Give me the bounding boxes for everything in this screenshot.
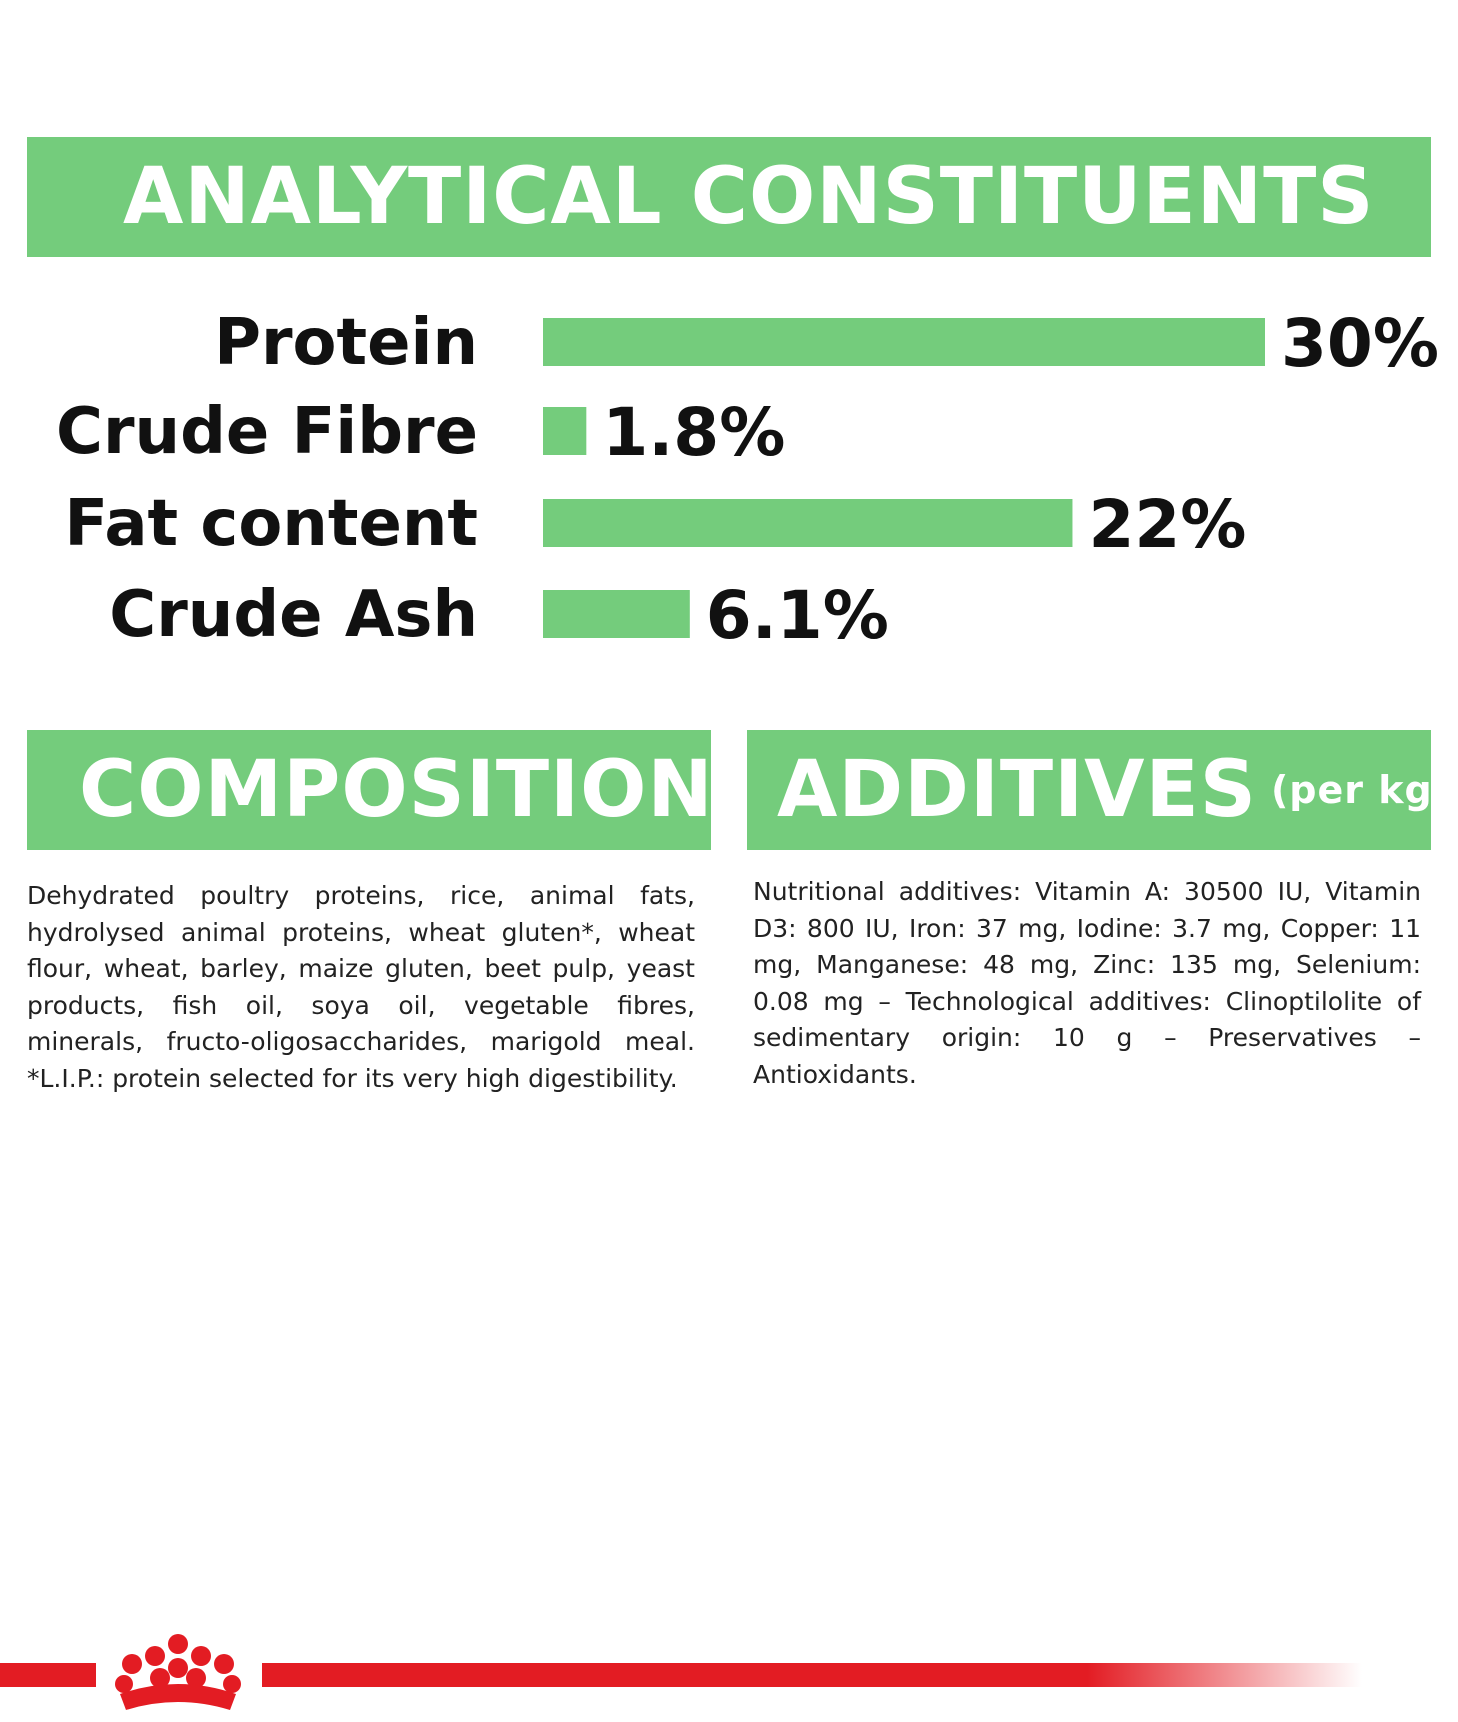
- value-label: 1.8%: [602, 394, 785, 471]
- value-label: 22%: [1088, 486, 1246, 563]
- additives-text: Nutritional additives: Vitamin A: 30500 …: [753, 877, 1421, 1089]
- category-label: Crude Fibre: [56, 395, 478, 469]
- bar: [543, 499, 1073, 547]
- value-label: 30%: [1281, 305, 1439, 382]
- analytical-constituents-title: ANALYTICAL CONSTITUENTS: [123, 152, 1375, 242]
- constituents-bar-chart: Protein 30% Crude Fibre 1.8% Fat content 22% C…: [56, 305, 1439, 654]
- additives-title: ADDITIVES: [777, 745, 1257, 835]
- category-label: Protein: [214, 306, 478, 380]
- footer-red-line-left: [0, 1663, 96, 1687]
- bar: [543, 590, 690, 638]
- composition-banner: COMPOSITION: [27, 730, 714, 850]
- analytical-constituents-banner: ANALYTICAL CONSTITUENTS: [27, 137, 1431, 257]
- category-label: Crude Ash: [109, 578, 478, 652]
- composition-text: Dehydrated poultry proteins, rice, anima…: [27, 881, 695, 1093]
- bar: [543, 318, 1265, 366]
- composition-title: COMPOSITION: [79, 745, 714, 835]
- bar: [543, 407, 587, 455]
- value-label: 6.1%: [706, 577, 889, 654]
- additives-unit: (per kg): [1270, 768, 1452, 812]
- category-label: Fat content: [64, 487, 478, 561]
- footer-red-line-right: [262, 1663, 1362, 1687]
- additives-banner: ADDITIVES (per kg): [747, 730, 1450, 850]
- crown-icon: [115, 1634, 241, 1710]
